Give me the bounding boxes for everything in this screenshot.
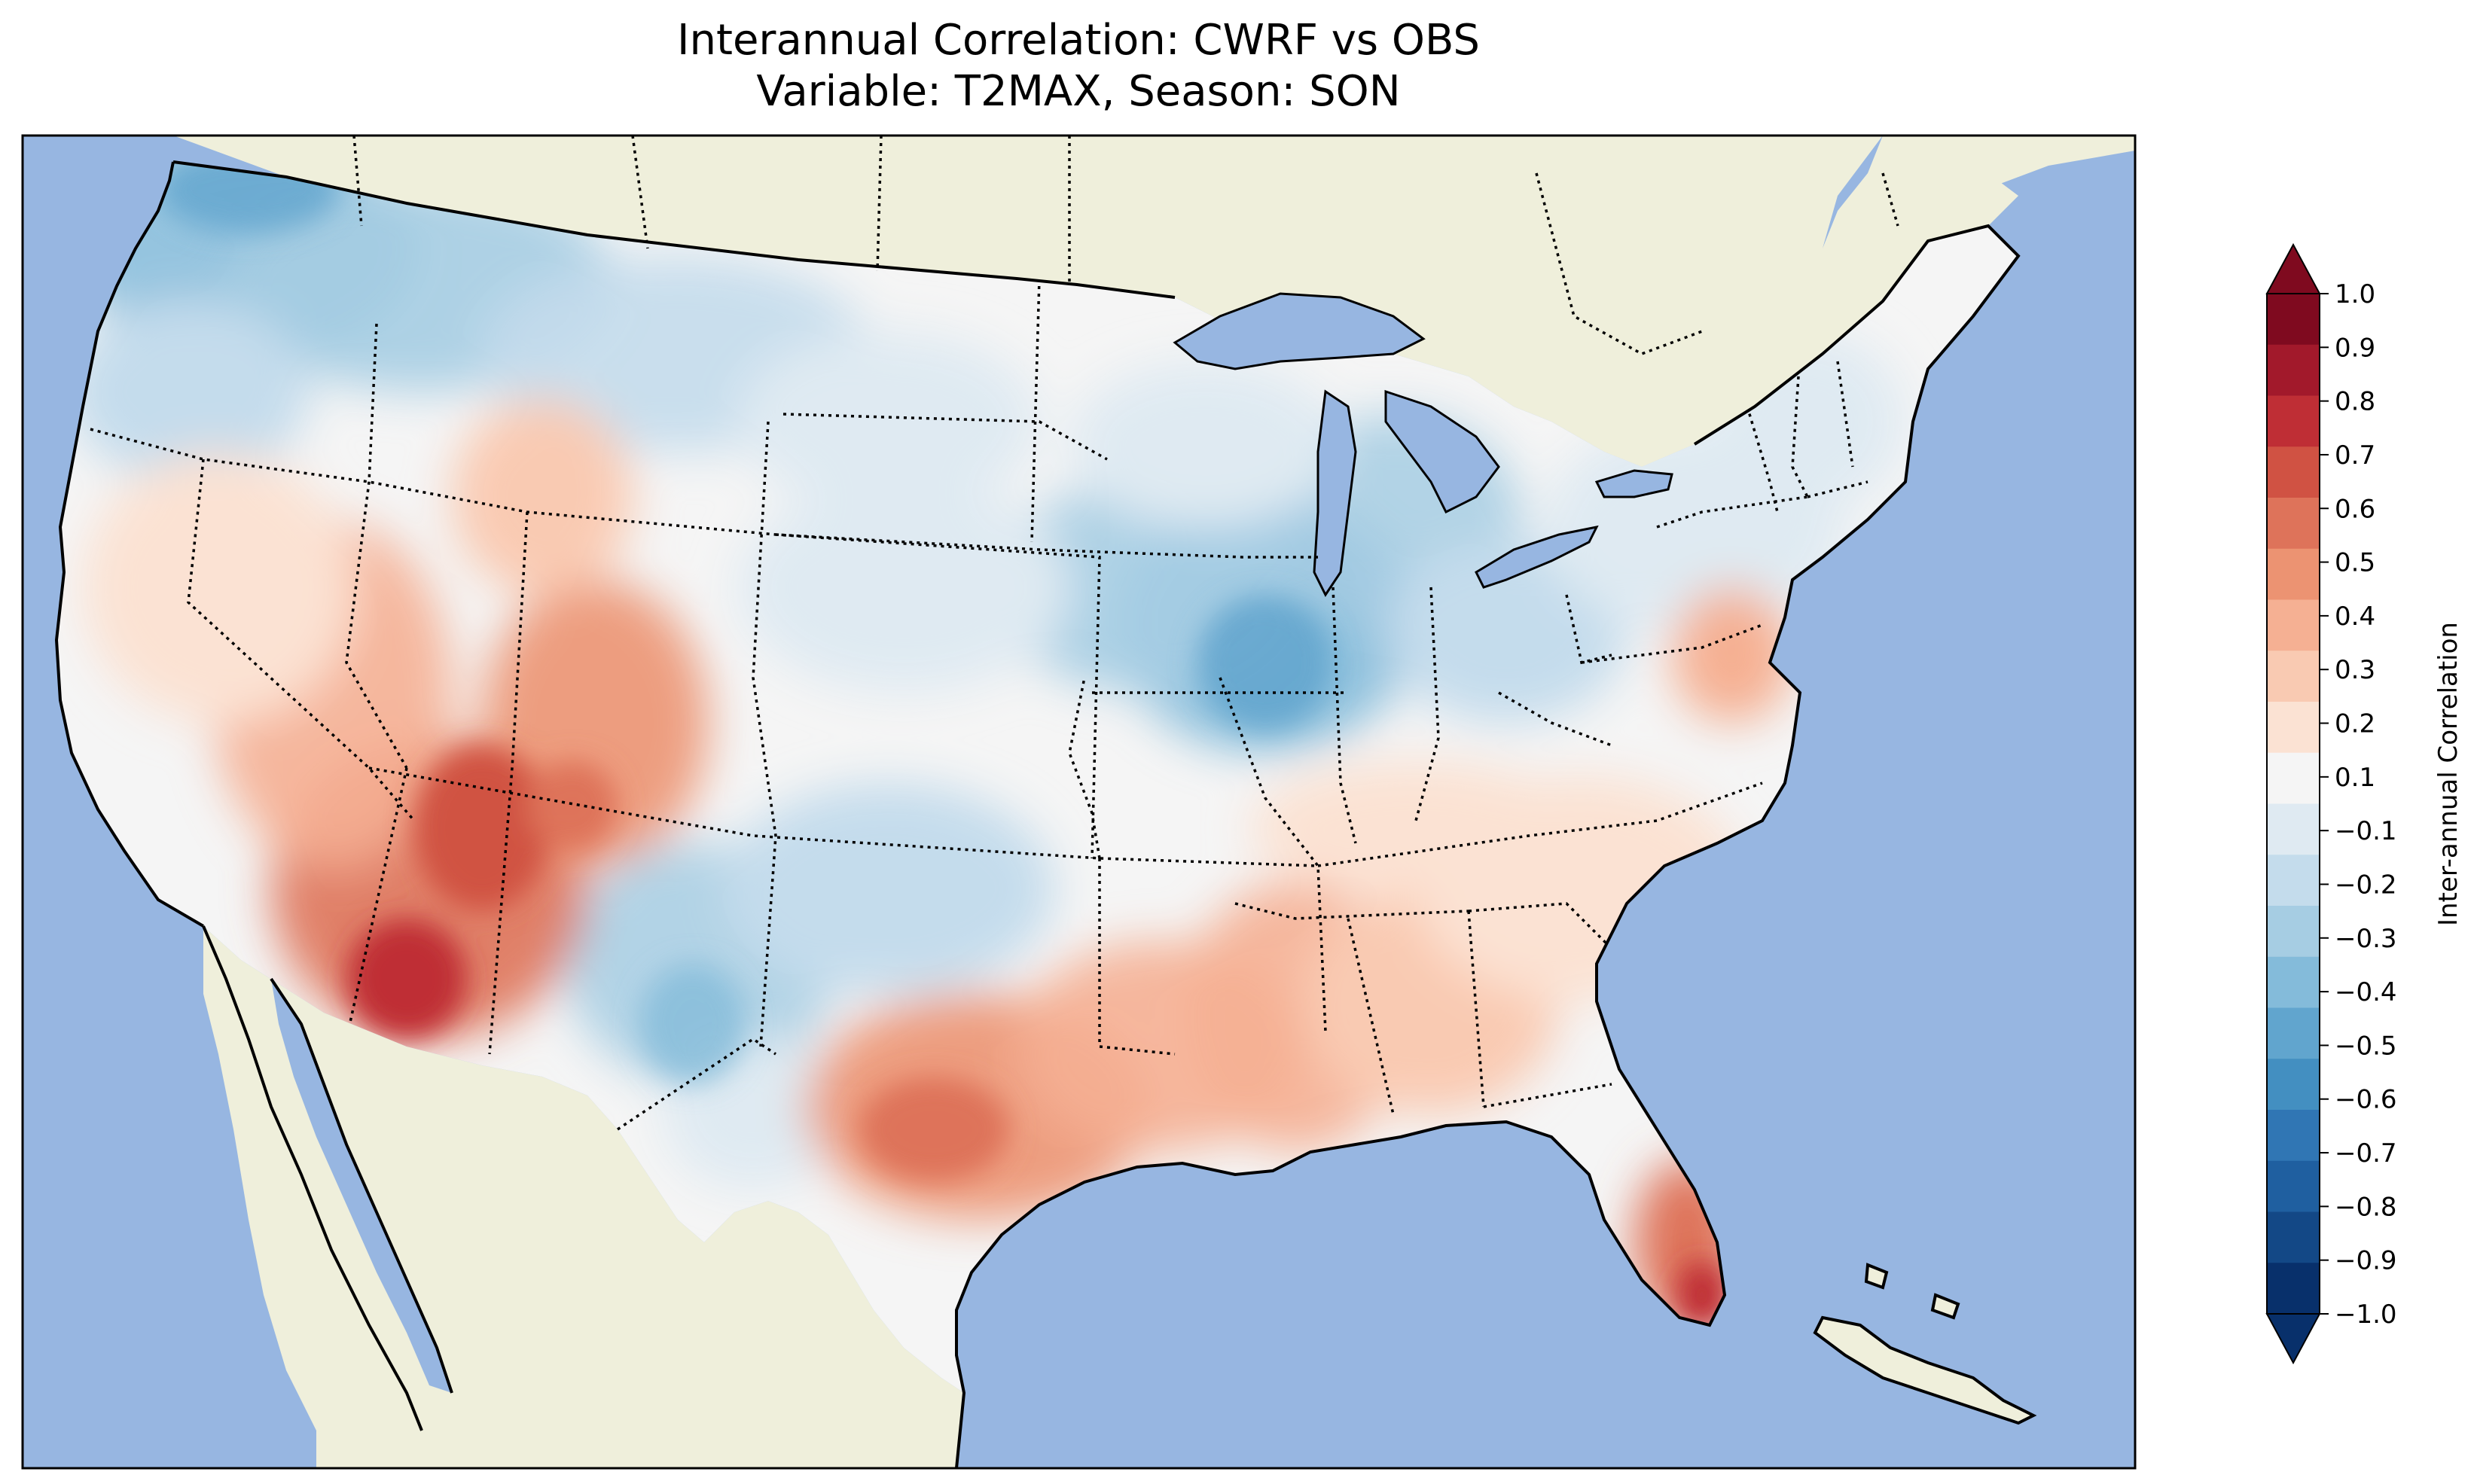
colorbar-segment (2267, 498, 2320, 550)
great-lakes (1173, 292, 1673, 597)
colorbar-tick-label: 0.6 (2335, 494, 2375, 524)
lake-superior (1173, 292, 1426, 370)
colorbar-segment (2267, 1263, 2320, 1315)
colorbar-tick-label: 0.2 (2335, 709, 2375, 739)
lake-michigan (1313, 389, 1357, 597)
colorbar-tick-label: 0.4 (2335, 602, 2375, 632)
colorbar-segment (2267, 906, 2320, 958)
colorbar-tick-label: −0.9 (2335, 1246, 2397, 1276)
colorbar-segment (2267, 1211, 2320, 1263)
colorbar-segment (2267, 294, 2320, 346)
colorbar-label: Inter-annual Correlation (2433, 622, 2463, 926)
colorbar-segment (2267, 599, 2320, 651)
colorbar-segment (2267, 344, 2320, 396)
colorbar-tick-label: 0.7 (2335, 440, 2375, 471)
map-frame (21, 134, 2137, 1470)
colorbar-tick-label: −0.6 (2335, 1085, 2397, 1115)
colorbar-segment (2267, 1059, 2320, 1111)
colorbar-segment (2267, 956, 2320, 1008)
colorbar-tick-label: −0.3 (2335, 924, 2397, 954)
bahamas-island (1930, 1293, 1960, 1320)
bahamas-island (1864, 1263, 1889, 1290)
colorbar-segment (2267, 803, 2320, 855)
colorbar-segment (2267, 855, 2320, 907)
lake-ontario (1594, 469, 1673, 498)
colorbar-segment (2267, 548, 2320, 600)
colorbar-segment (2267, 446, 2320, 498)
coastline-outline (54, 160, 2021, 1468)
colorbar-segment (2267, 395, 2320, 447)
colorbar-segment (2267, 1007, 2320, 1059)
colorbar-extend-min (2265, 1313, 2321, 1365)
colorbar-tick-label: −0.7 (2335, 1138, 2397, 1169)
colorbar-tick-label: −1.0 (2335, 1300, 2397, 1330)
colorbar-tick-label: −0.4 (2335, 977, 2397, 1007)
figure-title-line1: Interannual Correlation: CWRF vs OBS (677, 16, 1480, 65)
colorbar-segment (2267, 1110, 2320, 1162)
colorbar-tick-label: 1.0 (2335, 279, 2375, 309)
colorbar-segment (2267, 752, 2320, 804)
lake-huron (1384, 389, 1500, 514)
state-borders (90, 278, 1868, 1115)
colorbar-tick-label: 0.1 (2335, 763, 2375, 793)
figure-title-line2: Variable: T2MAX, Season: SON (756, 67, 1400, 116)
international-borders (352, 136, 1899, 1131)
colorbar-extend-max (2265, 242, 2321, 294)
cuba-island (1813, 1315, 2037, 1425)
gulf-of-california (271, 979, 452, 1393)
colorbar-tick-label: −0.8 (2335, 1192, 2397, 1222)
colorbar-segment (2267, 651, 2320, 702)
colorbar-tick-label: −0.2 (2335, 870, 2397, 900)
colorbar-tick-label: −0.1 (2335, 816, 2397, 846)
colorbar-segment (2267, 702, 2320, 754)
lake-erie (1475, 525, 1599, 589)
canada-land (173, 136, 2135, 467)
colorbar-outline (2266, 293, 2320, 1315)
correlation-field (68, 162, 1905, 1329)
colorbar-tick-label: 0.8 (2335, 387, 2375, 417)
colorbar-tick-label: 0.3 (2335, 655, 2375, 685)
colorbar-tick-label: 0.9 (2335, 333, 2375, 363)
colorbar-segment (2267, 1160, 2320, 1212)
map-panel (23, 136, 2135, 1468)
colorbar-tick-label: 0.5 (2335, 548, 2375, 578)
colorbar: 1.0 0.9 0.8 0.7 0.6 0.5 0.4 0.3 0.2 0.1 −0.1 −0.2 −0… (2265, 242, 2397, 1365)
mexico-land (203, 926, 964, 1468)
colorbar-tick-label: −0.5 (2335, 1031, 2397, 1061)
